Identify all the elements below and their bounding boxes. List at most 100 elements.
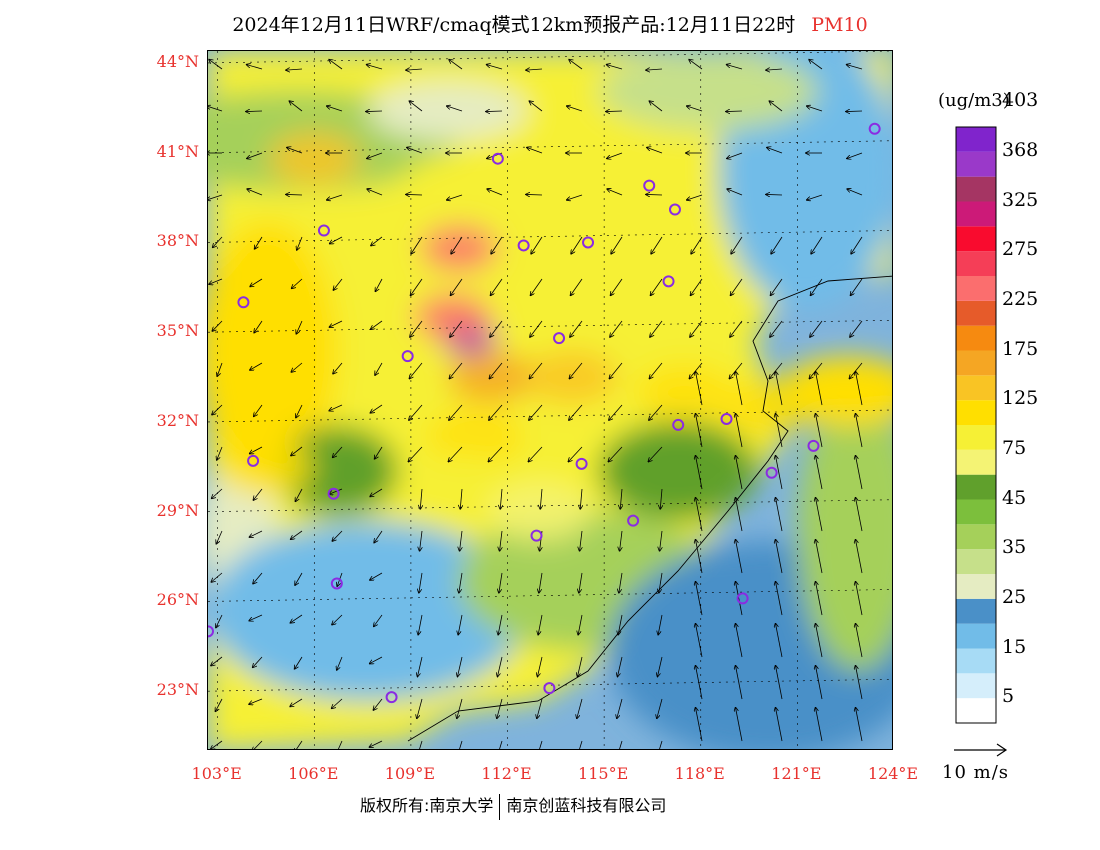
wind-arrow <box>607 189 623 196</box>
wind-arrow <box>649 404 663 420</box>
city-marker <box>575 457 588 470</box>
wind-arrow <box>216 530 223 544</box>
wind-arrow <box>807 194 823 200</box>
wind-arrow <box>816 414 823 448</box>
wind-arrow <box>292 278 303 288</box>
wind-arrow <box>727 65 743 70</box>
wind-arrow <box>856 456 863 490</box>
city-marker <box>237 296 250 309</box>
colorbar-segment <box>956 226 996 252</box>
city-markers <box>208 122 881 704</box>
wind-arrow <box>776 456 783 490</box>
wind-arrow <box>736 582 743 616</box>
wind-arrow <box>247 65 263 70</box>
wind-arrow <box>847 152 863 158</box>
footer-left: 版权所有:南京大学 <box>360 796 494 815</box>
wind-arrow <box>607 65 623 70</box>
wind-arrow <box>736 456 743 490</box>
wind-arrow <box>459 740 463 749</box>
wind-arrow <box>771 278 783 295</box>
wind-arrow <box>295 488 303 501</box>
wind-arrow <box>540 488 542 509</box>
wind-arrow <box>579 740 583 749</box>
wind-arrow <box>250 446 263 454</box>
wind-arrow <box>487 189 503 196</box>
wind-arrow <box>420 488 422 509</box>
colorbar-segment <box>956 549 996 574</box>
wind-arrow <box>816 540 823 574</box>
wind-arrow <box>578 656 583 676</box>
wind-arrow <box>618 656 623 676</box>
latitude-gridline <box>208 140 892 154</box>
wind-arrow <box>816 624 823 658</box>
latitude-label: 26°N <box>156 590 199 610</box>
wind-arrow <box>459 572 463 593</box>
wind-arrow <box>776 540 783 574</box>
colorbar-segment <box>956 648 996 674</box>
city-marker <box>662 275 675 288</box>
wind-arrow <box>286 69 303 70</box>
wind-arrow <box>696 372 703 406</box>
wind-arrow <box>291 530 303 539</box>
wind-arrow <box>411 236 423 254</box>
wind-arrow <box>209 278 223 284</box>
wind-arrow <box>375 446 383 459</box>
colorbar-outline <box>955 126 997 724</box>
title-main: 2024年12月11日WRF/cmaq模式12km预报产品:12月11日22时 <box>232 14 796 36</box>
wind-arrow <box>659 740 663 749</box>
wind-arrow <box>776 582 783 616</box>
wind-arrow <box>286 194 303 195</box>
wind-arrow <box>856 666 863 700</box>
wind-arrow <box>766 69 783 70</box>
wind-arrow <box>420 530 422 551</box>
wind-arrow <box>487 65 503 70</box>
wind-arrow <box>449 404 463 420</box>
wind-arrow <box>249 698 263 704</box>
concentration-blob <box>278 426 398 516</box>
wind-arrow <box>499 572 503 593</box>
colorbar-segment <box>956 127 996 152</box>
wind-arrow <box>856 582 863 616</box>
wind-arrow <box>488 446 503 462</box>
wind-arrow <box>660 530 662 551</box>
wind-arrow <box>538 656 543 676</box>
wind-arrow <box>370 488 383 496</box>
wind-arrow <box>610 320 623 337</box>
wind-arrow <box>736 624 743 658</box>
latitude-label: 32°N <box>156 410 199 430</box>
colorbar-segment <box>956 276 996 301</box>
latitude-gridline <box>208 678 892 692</box>
wind-arrow <box>374 530 383 543</box>
city-marker <box>668 203 681 216</box>
map-frame <box>207 50 893 750</box>
pm10-hotspot <box>447 351 536 404</box>
wind-arrow <box>619 740 623 749</box>
wind-arrow <box>371 320 383 329</box>
wind-arrow <box>375 278 383 291</box>
wind-arrow <box>408 446 423 462</box>
wind-arrow <box>776 624 783 658</box>
longitude-label: 124°E <box>867 764 919 783</box>
wind-arrow <box>649 101 663 112</box>
wind-arrow <box>736 414 743 448</box>
wind-arrow <box>769 101 783 112</box>
colorbar-label: 325 <box>1002 188 1039 211</box>
colorbar-segment <box>956 524 996 550</box>
wind-arrow <box>291 362 303 372</box>
wind-arrow <box>254 320 263 333</box>
wind-arrow <box>657 698 663 718</box>
wind-arrow <box>691 236 703 254</box>
wind-arrow <box>418 656 423 676</box>
wind-arrow <box>290 698 303 706</box>
wind-arrow <box>571 278 583 295</box>
colorbar-label: 25 <box>1002 585 1027 608</box>
wind-arrow <box>776 498 783 532</box>
wind-arrow <box>297 236 303 250</box>
concentration-blob <box>208 221 338 481</box>
wind-arrow <box>500 530 502 551</box>
longitude-label: 106°E <box>288 764 339 783</box>
wind-arrow <box>660 488 662 509</box>
wind-arrow <box>215 698 223 711</box>
pm10-hotspot <box>717 378 814 435</box>
